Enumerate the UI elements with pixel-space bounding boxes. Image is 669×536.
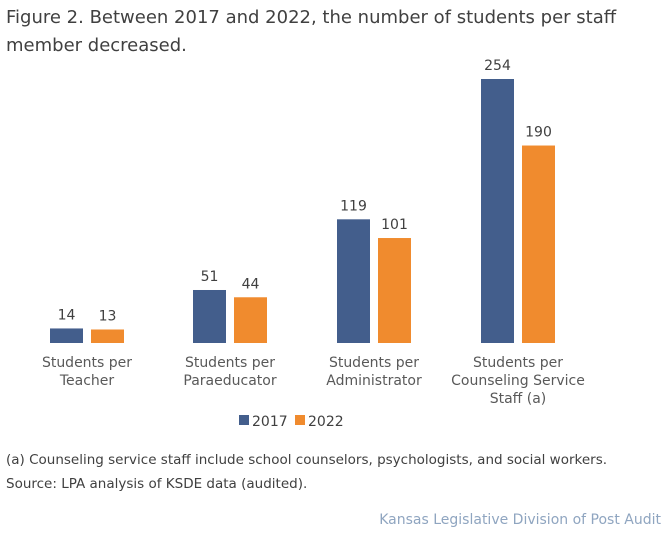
category-label: Staff (a) [490,391,547,407]
category-label: Administrator [326,373,422,389]
category-label: Teacher [59,373,115,389]
data-label: 254 [484,58,511,74]
category-label: Paraeducator [183,373,276,389]
category-label: Students per [185,355,275,371]
bar-chart: 14 13 Students per Teacher 51 44 Students per P… [42,58,585,430]
bar-2022 [91,329,124,343]
data-label: 190 [525,125,552,141]
legend-label: 2017 [252,414,288,430]
category-label: Students per [329,355,419,371]
category-label: Students per [42,355,132,371]
data-label: 119 [340,198,367,214]
data-label: 101 [381,217,408,233]
bar-2017 [481,79,514,343]
bar-2022 [522,145,555,343]
category-label: Students per [473,355,563,371]
legend-swatch-2022 [295,415,305,425]
legend-swatch-2017 [239,415,249,425]
data-label: 13 [99,308,117,324]
source-note: Source: LPA analysis of KSDE data (audit… [6,476,308,492]
data-label: 44 [242,276,260,292]
footnote: (a) Counseling service staff include sch… [6,452,608,468]
credit: Kansas Legislative Division of Post Audi… [379,512,661,528]
data-label: 51 [201,269,219,285]
data-label: 14 [58,307,76,323]
bar-2017 [50,328,83,343]
chart-title: Figure 2. Between 2017 and 2022, the num… [6,7,617,56]
bar-2022 [378,238,411,343]
bar-2017 [337,219,370,343]
bar-2017 [193,289,226,343]
legend-label: 2022 [308,414,344,430]
bar-2022 [234,297,267,343]
category-label: Counseling Service [451,373,585,389]
